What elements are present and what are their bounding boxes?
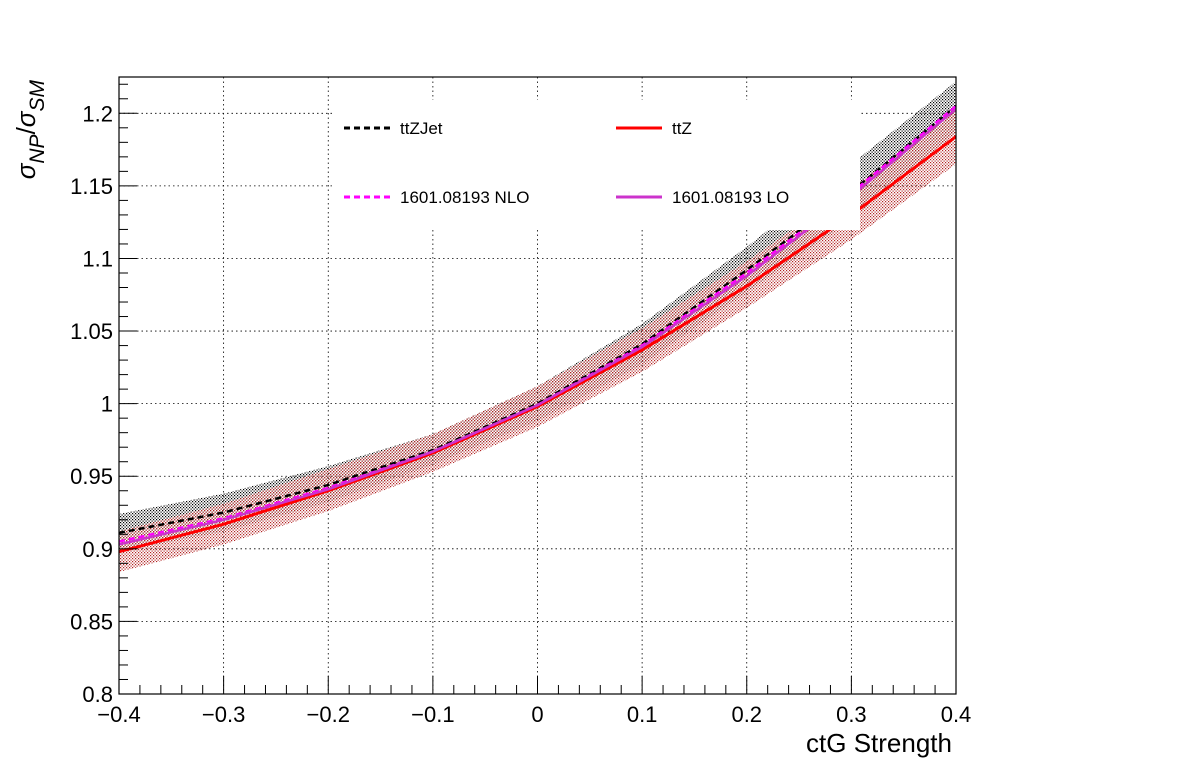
x-tick-label: −0.3 (202, 702, 245, 727)
series-line-ttz (119, 135, 956, 554)
x-tick-label: 0 (531, 702, 543, 727)
legend-label: ttZ (672, 119, 692, 138)
x-tick-label: −0.2 (307, 702, 350, 727)
legend-label: 1601.08193 NLO (400, 188, 530, 207)
x-tick-label: −0.4 (97, 702, 140, 727)
band-ttzjet (119, 81, 956, 552)
y-tick-label: 0.85 (70, 609, 113, 634)
x-axis-title: ctG Strength (806, 728, 952, 758)
y-axis-title: σNP/σSM (11, 79, 49, 179)
x-tick-label: 0.3 (836, 702, 867, 727)
legend-label: 1601.08193 LO (672, 188, 789, 207)
y-tick-label: 0.95 (70, 464, 113, 489)
legend: ttZJet ttZ 1601.08193 NLO 1601.08193 LO (344, 119, 789, 207)
y-tick-label: 1 (101, 392, 113, 417)
legend-label: ttZJet (400, 119, 443, 138)
x-tick-label: −0.1 (411, 702, 454, 727)
x-tick-label: 0.1 (627, 702, 658, 727)
y-tick-label: 1.1 (82, 246, 113, 271)
y-tick-label: 1.05 (70, 319, 113, 344)
y-tick-label: 0.9 (82, 537, 113, 562)
legend-box (334, 100, 860, 230)
y-tick-label: 1.15 (70, 174, 113, 199)
axis-ticks (118, 83, 957, 695)
x-tick-label: 0.2 (731, 702, 762, 727)
y-tick-label: 0.8 (82, 682, 113, 707)
tick-labels: −0.4 −0.3 −0.2 −0.1 0 0.1 0.2 0.3 0.4 0.8 0.85 0.9 0… (70, 101, 971, 727)
x-tick-label: 0.4 (941, 702, 972, 727)
y-tick-label: 1.2 (82, 101, 113, 126)
